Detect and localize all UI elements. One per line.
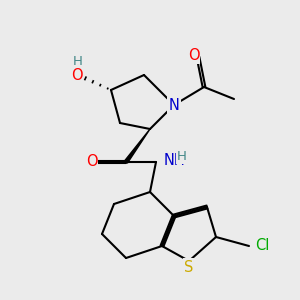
Text: Cl: Cl: [255, 238, 269, 253]
Text: N: N: [169, 98, 179, 112]
Text: O: O: [188, 48, 199, 63]
Polygon shape: [124, 129, 150, 163]
Text: NH: NH: [164, 153, 185, 168]
Text: H: H: [73, 55, 83, 68]
Text: H: H: [177, 149, 186, 163]
Text: S: S: [184, 260, 194, 274]
Text: O: O: [71, 68, 82, 82]
Text: O: O: [86, 154, 97, 169]
